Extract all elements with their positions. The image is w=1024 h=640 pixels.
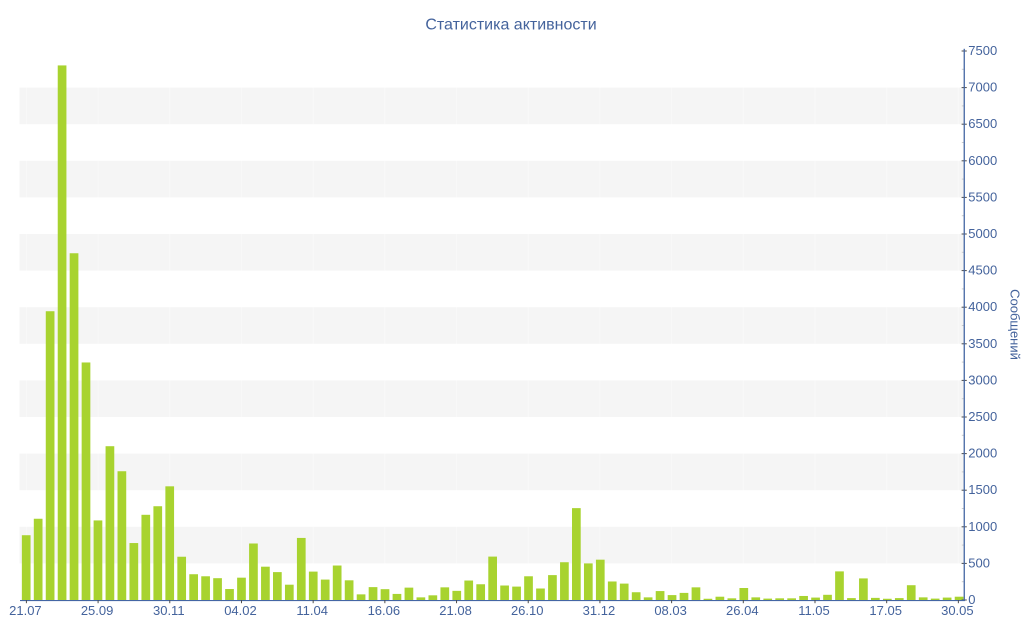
svg-text:7000: 7000 <box>968 80 997 95</box>
svg-text:26.10: 26.10 <box>511 603 544 618</box>
svg-text:1000: 1000 <box>968 519 997 534</box>
svg-text:4500: 4500 <box>968 263 997 278</box>
svg-text:Статистика активности: Статистика активности <box>425 17 596 34</box>
svg-text:26.04: 26.04 <box>726 603 759 618</box>
svg-text:3000: 3000 <box>968 372 997 387</box>
svg-text:1500: 1500 <box>968 482 997 497</box>
svg-text:4000: 4000 <box>968 299 997 314</box>
svg-text:31.12: 31.12 <box>583 603 616 618</box>
svg-text:2500: 2500 <box>968 409 997 424</box>
svg-text:30.11: 30.11 <box>153 603 185 618</box>
svg-text:08.03: 08.03 <box>654 603 687 618</box>
svg-text:Сообщений: Сообщений <box>1008 289 1023 360</box>
svg-text:21.08: 21.08 <box>439 603 472 618</box>
svg-text:11.05: 11.05 <box>798 603 830 618</box>
svg-text:500: 500 <box>968 555 990 570</box>
svg-text:3500: 3500 <box>968 336 997 351</box>
svg-text:21.07: 21.07 <box>9 603 42 618</box>
svg-text:6500: 6500 <box>968 116 997 131</box>
svg-text:11.04: 11.04 <box>296 603 328 618</box>
svg-text:2000: 2000 <box>968 446 997 461</box>
svg-text:16.06: 16.06 <box>368 603 401 618</box>
svg-text:0: 0 <box>968 592 975 607</box>
svg-text:17.05: 17.05 <box>869 603 902 618</box>
svg-text:30.05: 30.05 <box>941 603 974 618</box>
svg-text:7500: 7500 <box>968 43 997 58</box>
svg-text:5000: 5000 <box>968 226 997 241</box>
svg-text:5500: 5500 <box>968 189 997 204</box>
svg-text:25.09: 25.09 <box>81 603 114 618</box>
svg-text:6000: 6000 <box>968 153 997 168</box>
svg-text:04.02: 04.02 <box>224 603 257 618</box>
